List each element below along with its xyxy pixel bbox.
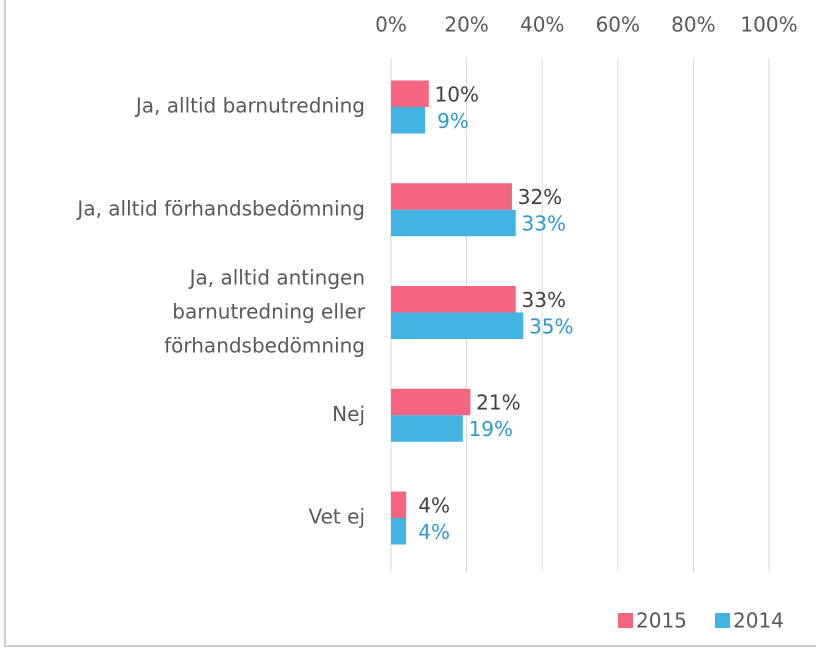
- category-label: Ja, alltid barnutredning: [134, 94, 365, 118]
- category-label: Vet ej: [309, 505, 366, 529]
- bar: [391, 312, 524, 339]
- category-label: Ja, alltid förhandsbedömning: [75, 196, 365, 220]
- bar: [391, 491, 407, 518]
- legend-swatch: [618, 613, 633, 628]
- x-tick-label: 100%: [740, 13, 797, 37]
- x-tick-label: 20%: [444, 13, 488, 37]
- data-label: 32%: [518, 185, 562, 209]
- bar: [391, 183, 512, 210]
- bar: [391, 415, 463, 442]
- bar: [391, 518, 407, 545]
- legend-swatch: [715, 613, 730, 628]
- bar: [391, 80, 429, 107]
- category-label: Nej: [332, 402, 365, 426]
- x-tick-label: 80%: [671, 13, 715, 37]
- data-label: 19%: [469, 417, 513, 441]
- legend-label: 2014: [733, 609, 784, 633]
- data-label: 33%: [522, 288, 566, 312]
- bar: [391, 107, 426, 134]
- bar: [391, 286, 516, 313]
- bar: [391, 388, 471, 416]
- data-label: 33%: [522, 212, 566, 236]
- data-label: 35%: [529, 314, 573, 338]
- bar: [391, 209, 516, 237]
- data-label: 21%: [476, 391, 520, 415]
- data-label: 10%: [435, 82, 479, 106]
- data-label: 4%: [418, 520, 450, 544]
- legend-label: 2015: [636, 609, 687, 633]
- data-label: 9%: [437, 109, 469, 133]
- x-tick-label: 0%: [375, 13, 407, 37]
- data-label: 4%: [418, 493, 450, 517]
- x-tick-label: 40%: [520, 13, 564, 37]
- x-tick-label: 60%: [596, 13, 640, 37]
- category-label: Ja, alltid antingen barnutredning eller fö…: [164, 265, 366, 357]
